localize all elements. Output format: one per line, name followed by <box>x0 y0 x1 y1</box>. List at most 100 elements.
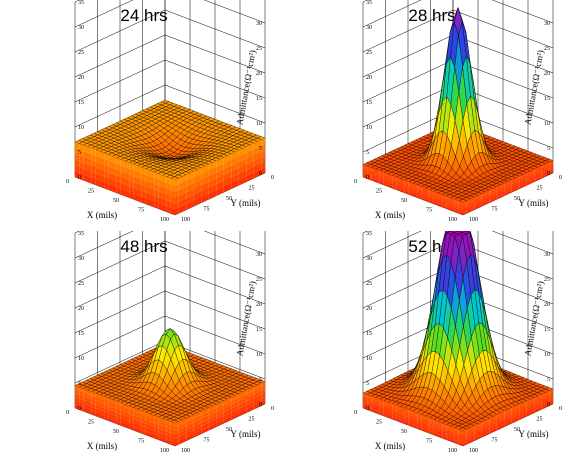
skirt-cell <box>261 167 265 175</box>
z-tick-label: 10 <box>256 121 262 127</box>
skirt-cell <box>170 440 175 446</box>
skirt-cell <box>125 166 130 175</box>
skirt-cell <box>496 423 501 428</box>
skirt-cell <box>193 416 198 423</box>
grid-line <box>362 0 554 28</box>
skirt-cell <box>371 408 376 413</box>
skirt-cell <box>220 404 224 410</box>
skirt-cell <box>116 401 121 407</box>
skirt-cell <box>216 170 220 179</box>
skirt-cell <box>83 156 88 165</box>
skirt-cell <box>227 412 232 418</box>
skirt-cell <box>446 437 451 442</box>
skirt-cell <box>208 162 213 171</box>
z-tick-label: 30 <box>544 21 550 27</box>
skirt-cell <box>530 410 535 415</box>
skirt-cell <box>425 418 430 424</box>
skirt-cell <box>508 181 512 186</box>
skirt-cell <box>216 402 220 408</box>
x-tick-label: 50 <box>113 198 119 204</box>
skirt-cell <box>79 166 84 175</box>
skirt-cell <box>108 416 113 423</box>
skirt-cell <box>137 177 142 185</box>
skirt-cell <box>413 187 418 192</box>
skirt-cell <box>371 401 376 406</box>
skirt-cell <box>508 410 512 415</box>
skirt-cell <box>363 398 368 403</box>
skirt-cell <box>417 426 422 431</box>
z-tick-label: 25 <box>78 281 84 287</box>
z-tick-label: 15 <box>544 327 550 333</box>
skirt-cell <box>530 397 535 402</box>
skirt-cell <box>83 399 88 406</box>
skirt-cell <box>515 404 520 409</box>
skirt-cell <box>120 402 125 409</box>
tick-labels: 0 0 5 5 10 10 15 15 20 20 25 25 30 30 35 35 0 25 50 75 100 0 2… <box>66 231 274 454</box>
skirt-cell <box>238 148 243 157</box>
skirt-cell <box>508 186 512 190</box>
skirt-cell <box>253 170 258 179</box>
skirt-cell <box>375 169 380 173</box>
skirt-cell <box>388 409 393 414</box>
skirt-cell <box>79 149 84 157</box>
skirt-cell <box>450 428 455 433</box>
skirt-cell <box>379 409 384 414</box>
skirt-cell <box>534 175 538 180</box>
skirt-cell <box>166 427 171 434</box>
skirt-cell <box>466 205 471 210</box>
skirt-cell <box>496 418 501 423</box>
skirt-cell <box>363 405 368 410</box>
skirt-cell <box>526 409 531 414</box>
z-tick-label: 15 <box>256 96 262 102</box>
skirt-cell <box>371 396 376 401</box>
skirt-cell <box>246 399 250 406</box>
skirt-cell <box>112 156 117 164</box>
skirt-cell <box>526 173 531 177</box>
skirt-cell <box>91 148 96 156</box>
skirt-cell <box>408 412 413 417</box>
skirt-cell <box>154 189 159 197</box>
skirt-cell <box>116 169 121 177</box>
skirt-cell <box>100 174 105 183</box>
skirt-cell <box>400 180 405 185</box>
skirt-cell <box>530 169 535 174</box>
skirt-cell <box>367 394 372 399</box>
skirt-cell <box>530 177 535 182</box>
skirt-cell <box>223 161 228 169</box>
skirt-cell <box>190 414 194 421</box>
skirt-cell <box>235 156 239 164</box>
skirt-cell <box>170 195 175 204</box>
skirt-cell <box>545 390 550 395</box>
skirt-cell <box>511 413 516 418</box>
skirt-cell <box>141 429 146 435</box>
x-tick-label: 100 <box>160 448 169 454</box>
skirt-cell <box>170 421 175 428</box>
y-axis-label: Y (mils) <box>231 429 261 439</box>
skirt-cell <box>526 406 531 412</box>
skirt-cell <box>504 409 508 414</box>
skirt-cell <box>408 409 413 414</box>
skirt-cell <box>474 201 478 206</box>
skirt-cell <box>87 394 92 400</box>
skirt-cell <box>413 193 418 198</box>
skirt-cell <box>116 408 121 415</box>
skirt-cell <box>83 407 88 413</box>
skirt-cell <box>470 203 475 208</box>
skirt-cell <box>375 402 380 407</box>
skirt-cell <box>538 169 542 174</box>
skirt-cell <box>133 170 138 178</box>
skirt-cell <box>95 404 100 410</box>
skirt-cell <box>79 387 84 393</box>
skirt-cell <box>463 202 467 207</box>
skirt-cell <box>400 417 405 422</box>
skirt-cell <box>549 394 553 399</box>
skirt-cell <box>125 408 130 414</box>
skirt-cell <box>404 408 409 413</box>
skirt-cell <box>205 407 209 414</box>
skirt-cell <box>417 195 422 200</box>
skirt-cell <box>400 409 405 414</box>
skirt-cell <box>363 164 368 169</box>
skirt-cell <box>158 179 163 187</box>
skirt-cell <box>392 406 397 411</box>
z-tick-label: 5 <box>78 381 81 387</box>
